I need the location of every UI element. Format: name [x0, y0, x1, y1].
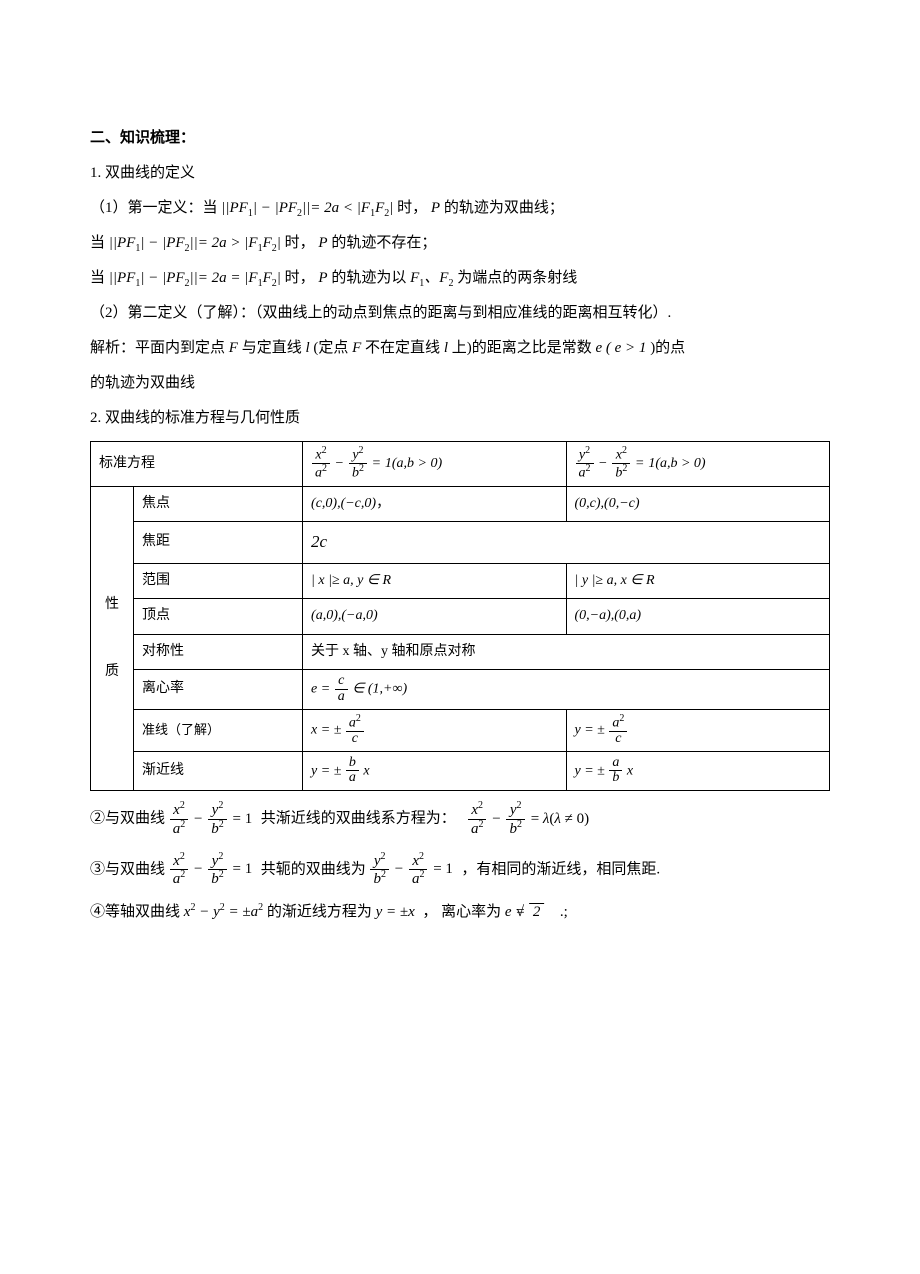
table-row: 对称性 关于 x 轴、y 轴和原点对称: [91, 634, 830, 670]
def1-case-c: 当 ||PF1| − |PF2||= 2a = |F1F2| 时， P 的轨迹为…: [90, 262, 830, 295]
cell: y = ± a2c: [566, 709, 830, 751]
e: e: [595, 340, 602, 356]
def2-analysis: 解析：平面内到定点 F 与定直线 l (定点 F 不在定直线 l 上)的距离之比…: [90, 332, 830, 365]
formula: 2c: [311, 532, 327, 551]
cell-label: 焦点: [134, 486, 303, 522]
l: l: [444, 340, 448, 356]
text: ②与双曲线: [90, 811, 165, 827]
note-2: ②与双曲线 x2a2 − y2b2 = 1 共渐近线的双曲线系方程为： x2a2…: [90, 801, 830, 838]
def2-analysis-tail: 的轨迹为双曲线: [90, 367, 830, 400]
cell: y = ± ba x: [303, 751, 566, 790]
text: 为端点的两条射线: [457, 270, 577, 286]
text: ，有相同的渐近线，相同焦距.: [461, 861, 660, 877]
formula: | y |≥ a, x ∈ R: [575, 573, 655, 588]
properties-table: 标准方程 x2a2 − y2b2 = 1(a,b > 0) y2a2 − x2b…: [90, 441, 830, 791]
cell-label: 焦距: [134, 522, 303, 563]
text: 时，: [285, 235, 315, 251]
text: 上)的距离之比是常数: [452, 340, 592, 356]
s2-title: 2. 双曲线的标准方程与几何性质: [90, 402, 830, 435]
text: 1(a,b > 0): [648, 456, 705, 471]
formula: (c,0),(−c,0): [311, 496, 376, 511]
text: 1(a,b > 0): [385, 456, 442, 471]
cell: e = ca ∈ (1,+∞): [303, 670, 830, 709]
text: 共渐近线的双曲线系方程为：: [261, 811, 456, 827]
formula: ||PF1| − |PF2||= 2a < |F1F2|: [221, 200, 393, 216]
text: ， 离心率为: [422, 904, 501, 920]
def2: （2）第二定义（了解）：（双曲线上的动点到焦点的距离与到相应准线的距离相互转化）…: [90, 297, 830, 330]
formula: ||PF1| − |PF2||= 2a = |F1F2|: [109, 270, 281, 286]
cell: y = ± ab x: [566, 751, 830, 790]
cell-label: 离心率: [134, 670, 303, 709]
table-row: 离心率 e = ca ∈ (1,+∞): [91, 670, 830, 709]
cell-label: 对称性: [134, 634, 303, 670]
cell: 2c: [303, 522, 830, 563]
P: P: [318, 235, 327, 251]
formula: (a,0),(−a,0): [311, 608, 378, 623]
note-4: ④等轴双曲线 x2 − y2 = ±a2 的渐近线方程为 y = ±x ， 离心…: [90, 896, 830, 929]
cell-label: 渐近线: [134, 751, 303, 790]
formula: ||PF1| − |PF2||= 2a > |F1F2|: [109, 235, 281, 251]
text: 当: [90, 235, 105, 251]
cell: 关于 x 轴、y 轴和原点对称: [303, 634, 830, 670]
note-3: ③与双曲线 x2a2 − y2b2 = 1 共轭的双曲线为 y2b2 − x2a…: [90, 852, 830, 889]
F: F: [229, 340, 238, 356]
cell-std-eq-y: y2a2 − x2b2 = 1(a,b > 0): [566, 442, 830, 487]
egt1: ( e > 1: [606, 340, 647, 356]
table-row: 标准方程 x2a2 − y2b2 = 1(a,b > 0) y2a2 − x2b…: [91, 442, 830, 487]
table-row: 准线（了解） x = ± a2c y = ± a2c: [91, 709, 830, 751]
formula: (0,−a),(0,a): [575, 608, 642, 623]
text: 的轨迹为以: [331, 270, 406, 286]
text: ④等轴双曲线: [90, 904, 180, 920]
cell: (a,0),(−a,0): [303, 599, 566, 635]
text: 解析：平面内到定点: [90, 340, 225, 356]
def1-case-b: 当 ||PF1| − |PF2||= 2a > |F1F2| 时， P 的轨迹不…: [90, 227, 830, 260]
text: 当: [90, 270, 105, 286]
cell: | x |≥ a, y ∈ R: [303, 563, 566, 599]
cell: (c,0),(−c,0)，: [303, 486, 566, 522]
formula: | x |≥ a, y ∈ R: [311, 573, 391, 588]
s1-title: 1. 双曲线的定义: [90, 157, 830, 190]
text: (定点: [313, 340, 348, 356]
cell-label: 范围: [134, 563, 303, 599]
cell-label: 准线（了解）: [134, 709, 303, 751]
formula: F1、F2: [410, 270, 453, 286]
text: .;: [560, 904, 568, 920]
sep: ，: [376, 496, 390, 511]
text: )的点: [650, 340, 685, 356]
cell-label: 顶点: [134, 599, 303, 635]
text: 时，: [397, 200, 427, 216]
P: P: [431, 200, 440, 216]
text: 的渐近线方程为: [267, 904, 372, 920]
cell: | y |≥ a, x ∈ R: [566, 563, 830, 599]
F: F: [352, 340, 361, 356]
table-row: 性 质 焦点 (c,0),(−c,0)， (0,c),(0,−c): [91, 486, 830, 522]
text: 共轭的双曲线为: [261, 861, 366, 877]
P: P: [318, 270, 327, 286]
def1-case-a: （1）第一定义：当 ||PF1| − |PF2||= 2a < |F1F2| 时…: [90, 192, 830, 225]
table-row: 渐近线 y = ± ba x y = ± ab x: [91, 751, 830, 790]
text: 时，: [285, 270, 315, 286]
l: l: [305, 340, 309, 356]
cell: x = ± a2c: [303, 709, 566, 751]
section-title: 二、知识梳理：: [90, 122, 830, 155]
text: 不在定直线: [365, 340, 440, 356]
cell-std-eq-x: x2a2 − y2b2 = 1(a,b > 0): [303, 442, 566, 487]
text: 与定直线: [242, 340, 302, 356]
text: （1）第一定义：当: [90, 200, 218, 216]
text: 的轨迹为双曲线；: [444, 200, 564, 216]
cell-std-eq-label: 标准方程: [91, 442, 303, 487]
formula: ∈ (1,+∞): [352, 682, 407, 697]
text: 的轨迹不存在；: [331, 235, 436, 251]
cell: (0,c),(0,−c): [566, 486, 830, 522]
cell: (0,−a),(0,a): [566, 599, 830, 635]
formula: (0,c),(0,−c): [575, 496, 640, 511]
table-row: 范围 | x |≥ a, y ∈ R | y |≥ a, x ∈ R: [91, 563, 830, 599]
text: ③与双曲线: [90, 861, 165, 877]
table-row: 顶点 (a,0),(−a,0) (0,−a),(0,a): [91, 599, 830, 635]
table-row: 焦距 2c: [91, 522, 830, 563]
cell-prop-vlabel: 性 质: [91, 486, 134, 790]
